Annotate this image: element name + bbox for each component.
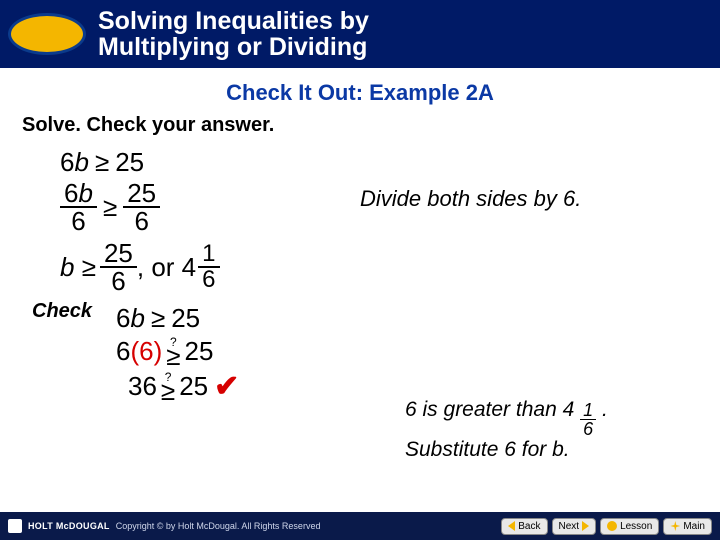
annotation-substitute: 6 is greater than 4 1 6 . Substitute 6 f…	[405, 398, 608, 462]
publisher-logo-icon	[8, 519, 22, 533]
check-work: 6b ≥ 25 6(6) ?≥ 25 36 ?≥ 25 ✔	[116, 303, 720, 404]
rhs-frac: 25 6	[123, 180, 160, 234]
copyright: HOLT McDOUGAL Copyright © by Holt McDoug…	[8, 519, 320, 533]
header-oval-icon	[8, 13, 86, 55]
nav-buttons: Back Next Lesson Main	[501, 518, 712, 535]
next-button[interactable]: Next	[552, 518, 597, 535]
title-line-1: Solving Inequalities by	[98, 8, 369, 34]
check-step-2: 6(6) ?≥ 25	[116, 336, 720, 367]
answer-mixed-frac: 1 6	[198, 242, 219, 292]
lesson-button[interactable]: Lesson	[600, 518, 659, 535]
main-icon	[670, 521, 680, 531]
step-3: b ≥ 25 6 , or 4 1 6	[60, 240, 720, 294]
next-icon	[582, 521, 589, 531]
title-line-2: Multiplying or Dividing	[98, 34, 369, 60]
back-icon	[508, 521, 515, 531]
check-step-1: 6b ≥ 25	[116, 303, 720, 334]
lesson-icon	[607, 521, 617, 531]
checkmark-icon: ✔	[214, 369, 239, 404]
step-1: 6b ≥ 25	[60, 147, 720, 178]
answer-frac: 25 6	[100, 240, 137, 294]
rhs: 25	[115, 147, 144, 178]
main-button[interactable]: Main	[663, 518, 712, 535]
title-block: Solving Inequalities by Multiplying or D…	[98, 8, 369, 61]
lhs-coef: 6	[60, 147, 74, 177]
op: ≥	[95, 147, 109, 178]
lhs-var: b	[74, 147, 88, 177]
lhs-frac: 6b 6	[60, 180, 97, 234]
annotation-divide: Divide both sides by 6.	[360, 186, 581, 212]
slide-header: Solving Inequalities by Multiplying or D…	[0, 0, 720, 68]
op: ≥	[103, 192, 117, 223]
solution-work: 6b ≥ 25 6b 6 ≥ 25 6 b ≥ 25 6 , or 4 1 6	[60, 147, 720, 294]
or-text: , or 4	[137, 252, 196, 283]
section-title: Check It Out: Example 2A	[0, 80, 720, 106]
back-button[interactable]: Back	[501, 518, 547, 535]
slide-footer: HOLT McDOUGAL Copyright © by Holt McDoug…	[0, 512, 720, 540]
instruction: Solve. Check your answer.	[22, 114, 720, 137]
check-label: Check	[32, 300, 92, 323]
